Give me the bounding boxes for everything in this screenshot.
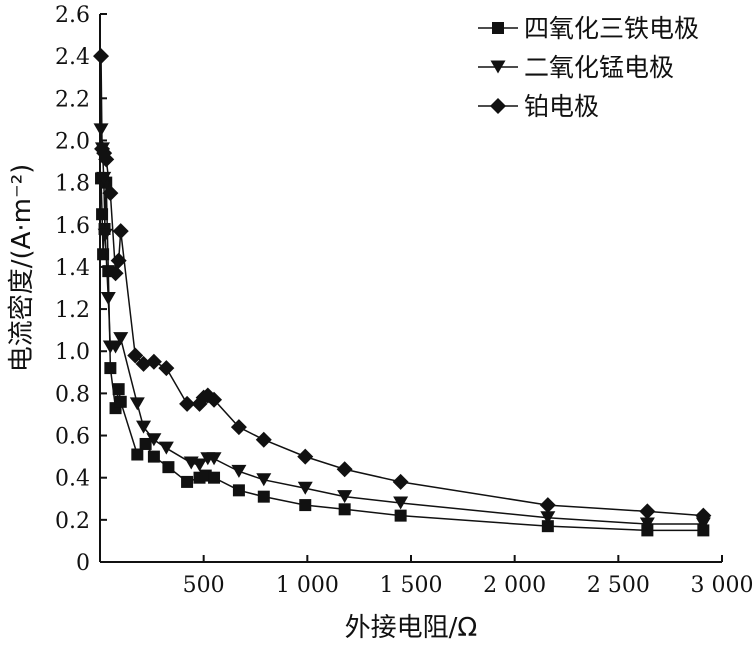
series-line — [100, 129, 704, 525]
data-point — [230, 419, 247, 436]
data-point — [158, 441, 174, 455]
data-point — [145, 353, 162, 370]
data-point — [192, 458, 208, 472]
y-tick-label: 2.2 — [55, 87, 90, 112]
y-tick-label: 2.0 — [55, 129, 90, 154]
legend-label: 铂电极 — [524, 92, 599, 121]
y-tick-label: 1.6 — [55, 214, 90, 239]
data-point — [206, 391, 223, 408]
data-point — [147, 450, 160, 463]
y-tick-label: 1.8 — [55, 172, 90, 197]
x-tick-label: 3 000 — [691, 573, 754, 598]
data-point — [104, 362, 117, 375]
y-tick-label: 0.4 — [55, 467, 90, 492]
data-point — [97, 228, 113, 242]
data-point — [394, 509, 407, 522]
legend-label: 四氧化三铁电极 — [524, 14, 699, 43]
data-point — [337, 490, 353, 504]
y-tick-label: 0.8 — [55, 382, 90, 407]
legend-marker — [490, 60, 506, 74]
series-0 — [95, 172, 710, 537]
data-point — [639, 503, 656, 520]
data-point — [179, 395, 196, 412]
data-point — [539, 497, 556, 514]
x-tick-label: 2 500 — [587, 573, 650, 598]
data-point — [297, 448, 314, 465]
data-point — [393, 496, 409, 510]
data-point — [297, 481, 313, 495]
data-point — [338, 503, 351, 516]
y-tick-label: 2.6 — [55, 3, 90, 28]
data-point — [113, 332, 129, 346]
data-point — [102, 185, 119, 202]
data-point — [93, 48, 110, 65]
data-point — [127, 347, 144, 364]
y-axis-title: 电流密度/(A·m⁻²) — [7, 164, 37, 373]
data-point — [231, 464, 247, 478]
data-point — [232, 484, 245, 497]
legend-item: 四氧化三铁电极 — [478, 14, 699, 43]
y-tick-label: 0 — [76, 551, 90, 576]
y-tick-label: 0.6 — [55, 425, 90, 450]
legend-marker — [492, 22, 504, 34]
data-point — [108, 340, 124, 354]
data-point — [162, 461, 175, 474]
x-tick-label: 2 000 — [483, 573, 546, 598]
y-tick-label: 1.0 — [55, 340, 90, 365]
data-point — [336, 461, 353, 478]
data-point — [299, 499, 312, 512]
data-point — [98, 151, 115, 168]
data-point — [181, 475, 194, 488]
data-point — [100, 292, 116, 306]
legend-marker — [490, 98, 506, 114]
data-point — [129, 397, 145, 411]
data-point — [392, 473, 409, 490]
x-tick-label: 1 500 — [380, 573, 443, 598]
legend-item: 二氧化锰电极 — [478, 53, 674, 82]
data-point — [107, 265, 124, 282]
data-point — [146, 433, 162, 447]
data-point — [96, 208, 109, 221]
data-point — [114, 395, 127, 408]
data-point — [540, 511, 556, 525]
data-point — [695, 507, 712, 524]
x-tick-label: 500 — [183, 573, 225, 598]
y-tick-label: 1.4 — [55, 256, 90, 281]
data-point — [110, 252, 127, 269]
series-2 — [93, 48, 712, 524]
data-point — [131, 448, 144, 461]
axis-ticks: 0 0.2 0.4 0.6 0.8 1.0 1.2 1.4 1.6 1.8 2.0 2.2 2.4 2.6… — [55, 3, 753, 598]
data-point — [256, 473, 272, 487]
legend-label: 二氧化锰电极 — [524, 53, 674, 82]
data-point — [541, 520, 554, 533]
series-1 — [93, 123, 711, 531]
x-tick-label: 1 000 — [276, 573, 339, 598]
data-point — [158, 360, 175, 377]
data-point — [136, 420, 152, 434]
data-series — [93, 48, 712, 537]
y-tick-label: 0.2 — [55, 509, 90, 534]
x-axis-title: 外接电阻/Ω — [345, 613, 478, 643]
data-point — [97, 248, 110, 261]
data-point — [139, 437, 152, 450]
series-line — [100, 56, 704, 517]
data-point — [112, 223, 129, 240]
data-point — [206, 452, 222, 466]
y-tick-label: 1.2 — [55, 298, 90, 323]
legend-item: 铂电极 — [478, 92, 599, 121]
data-point — [255, 431, 272, 448]
data-point — [93, 123, 109, 137]
y-tick-label: 2.4 — [55, 45, 90, 70]
series-line — [100, 178, 704, 532]
data-point — [695, 517, 711, 531]
data-point — [257, 490, 270, 503]
data-point — [208, 471, 221, 484]
data-point — [112, 383, 125, 396]
data-point — [135, 355, 152, 372]
data-point — [639, 517, 655, 531]
